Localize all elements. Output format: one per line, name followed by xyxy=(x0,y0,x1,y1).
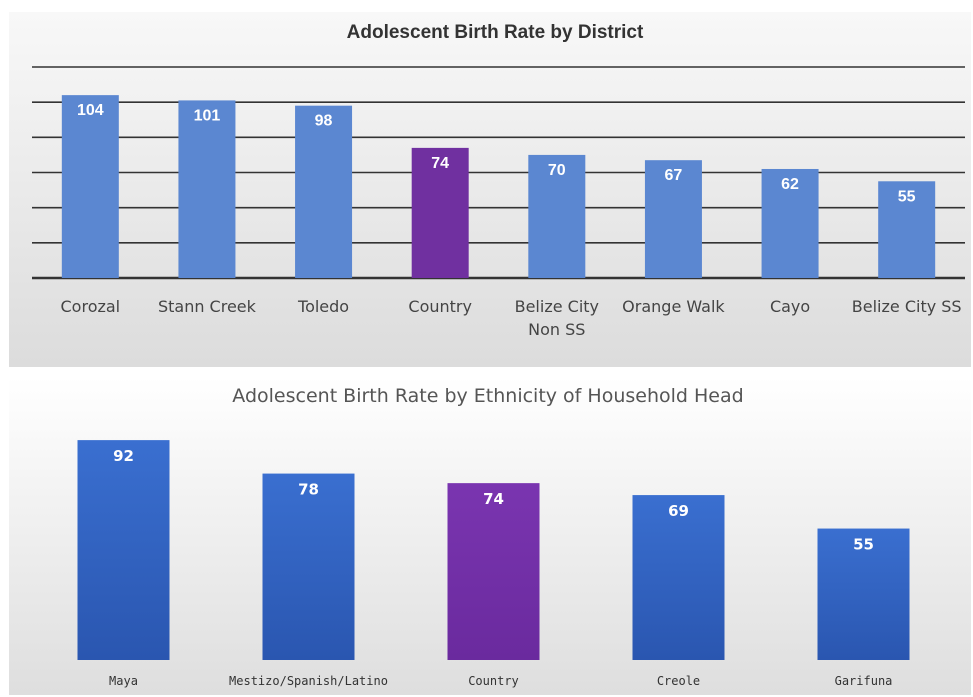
bar-country xyxy=(411,147,469,278)
bar-mestizo-spanish-latino xyxy=(262,473,355,660)
ethnicity-chart-title: Adolescent Birth Rate by Ethnicity of Ho… xyxy=(232,385,743,407)
bar-belize-city-non-ss xyxy=(528,154,586,278)
data-label-creole: 69 xyxy=(668,502,689,520)
district-bar-chart: Adolescent Birth Rate by District 104 Cor… xyxy=(32,22,965,339)
district-chart-panel: Adolescent Birth Rate by District 104 Cor… xyxy=(9,12,971,367)
data-label-toledo: 98 xyxy=(315,113,333,130)
data-label-country: 74 xyxy=(483,490,504,508)
data-label-maya: 92 xyxy=(113,447,134,465)
data-label-garifuna: 55 xyxy=(853,536,874,554)
bar-corozal xyxy=(61,95,119,278)
ethnicity-bar-chart: Adolescent Birth Rate by Ethnicity of Ho… xyxy=(77,385,910,688)
tick-label-garifuna: Garifuna xyxy=(835,674,893,688)
data-label-belize-city-non-ss: 70 xyxy=(548,162,566,179)
data-label-mestizo-spanish-latino: 78 xyxy=(298,481,319,499)
tick-label-belize-city-ss: Belize City SS xyxy=(852,297,962,316)
bar-belize-city-ss xyxy=(878,181,936,278)
data-label-cayo: 62 xyxy=(781,176,799,193)
data-label-orange-walk: 67 xyxy=(665,167,683,184)
tick-label-belize-city-non-ss: Belize City Non SS xyxy=(515,297,599,339)
bar-orange-walk xyxy=(644,160,702,278)
tick-label-mestizo-spanish-latino: Mestizo/Spanish/Latino xyxy=(229,674,388,688)
tick-label-orange-walk: Orange Walk xyxy=(622,297,725,316)
bar-stann-creek xyxy=(178,100,236,279)
bar-country xyxy=(447,483,540,660)
bar-cayo xyxy=(761,168,819,278)
tick-label-corozal: Corozal xyxy=(61,297,121,316)
bar-garifuna xyxy=(817,528,910,660)
tick-label-stann-creek: Stann Creek xyxy=(158,297,257,316)
district-chart-title: Adolescent Birth Rate by District xyxy=(347,22,644,43)
ethnicity-chart-panel: Adolescent Birth Rate by Ethnicity of Ho… xyxy=(9,377,971,695)
data-label-country: 74 xyxy=(431,155,449,172)
bar-toledo xyxy=(295,105,353,278)
tick-label-creole: Creole xyxy=(657,674,700,688)
tick-label-cayo: Cayo xyxy=(770,297,810,316)
data-label-stann-creek: 101 xyxy=(194,107,221,124)
tick-label-maya: Maya xyxy=(109,674,138,688)
bar-maya xyxy=(77,440,170,660)
tick-label-toledo: Toledo xyxy=(297,297,349,316)
bar-creole xyxy=(632,495,725,660)
data-label-belize-city-ss: 55 xyxy=(898,188,916,205)
tick-label-country: Country xyxy=(408,297,472,316)
tick-label-country: Country xyxy=(468,674,519,688)
data-label-corozal: 104 xyxy=(77,102,104,119)
